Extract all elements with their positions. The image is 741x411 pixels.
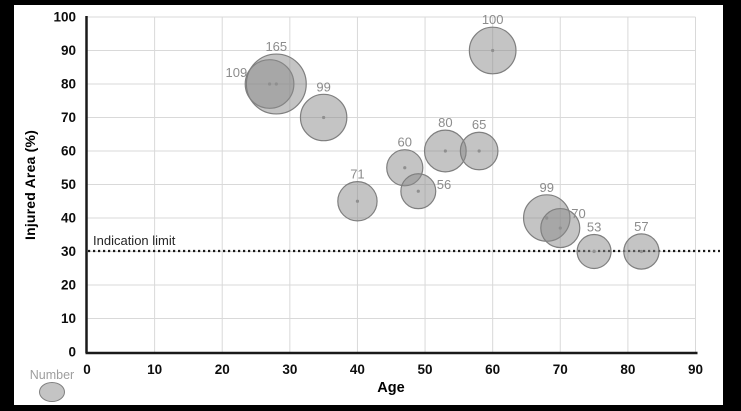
bubble-center-dot: [443, 149, 447, 153]
y-tick-label: 60: [61, 144, 76, 159]
bubble-center-dot: [592, 249, 596, 254]
indication-limit-label: Indication limit: [93, 233, 176, 248]
bubble-label: 70: [571, 206, 585, 221]
x-tick-label: 0: [83, 362, 91, 377]
y-tick-label: 70: [61, 110, 76, 125]
x-tick-label: 40: [350, 362, 365, 377]
y-tick-label: 40: [61, 211, 76, 226]
x-tick-label: 50: [418, 362, 433, 377]
bubble-label: 65: [472, 117, 486, 132]
bubble-label: 53: [587, 220, 601, 235]
y-tick-label: 80: [61, 77, 76, 92]
bubble-center-dot: [403, 166, 407, 170]
bubble-center-dot: [491, 48, 495, 53]
y-tick-label: 100: [53, 10, 76, 25]
bubble-center-dot: [558, 226, 562, 230]
x-tick-label: 90: [688, 362, 703, 377]
bubble-label: 80: [438, 115, 452, 130]
y-tick-label: 30: [61, 244, 76, 259]
x-tick-label: 60: [485, 362, 500, 377]
x-tick-label: 20: [215, 362, 230, 377]
y-tick-label: 90: [61, 43, 76, 58]
y-tick-label: 50: [61, 177, 76, 192]
bubble-center-dot: [545, 216, 549, 220]
bubble-center-dot: [267, 82, 272, 86]
legend-size-bubble-icon: [39, 382, 65, 402]
x-axis-title: Age: [377, 380, 405, 396]
bubble-center-dot: [274, 82, 278, 86]
legend-number-label: Number: [29, 368, 75, 382]
x-tick-label: 30: [282, 362, 297, 377]
bubble-center-dot: [322, 115, 326, 120]
x-tick-label: 80: [620, 362, 635, 377]
bubble-label: 165: [265, 39, 287, 54]
x-tick-label: 70: [553, 362, 568, 377]
bubble-label: 60: [398, 135, 412, 150]
bubble-label: 99: [316, 79, 330, 94]
y-tick-label: 10: [61, 311, 76, 326]
bubble-center-dot: [477, 149, 481, 153]
bubble-label: 57: [634, 219, 648, 234]
bubble-center-dot: [639, 249, 644, 254]
y-tick-label: 20: [61, 278, 76, 293]
bubble-label: 109: [226, 65, 248, 80]
x-tick-label: 10: [147, 362, 162, 377]
bubble-label: 56: [437, 177, 451, 192]
bubble-center-dot: [355, 199, 360, 203]
bubble-label: 100: [482, 12, 504, 27]
y-axis-title: Injured Area (%): [22, 129, 38, 241]
bubble-label: 71: [350, 167, 364, 182]
y-tick-label: 0: [68, 345, 76, 360]
bubble-label: 99: [540, 180, 554, 195]
bubble-center-dot: [416, 189, 420, 193]
